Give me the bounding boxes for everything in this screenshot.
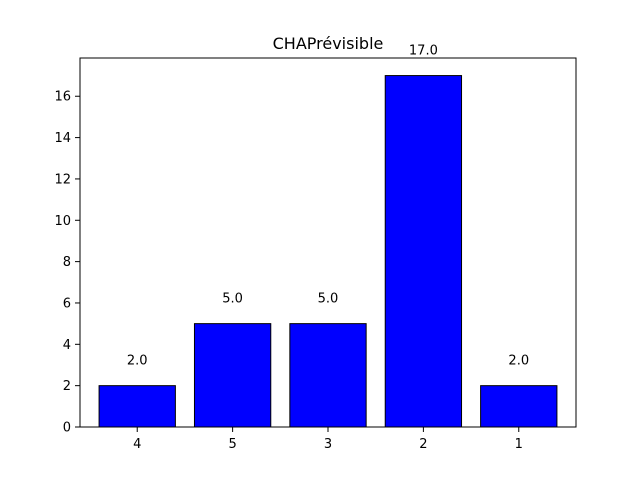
y-tick-label: 16 [54, 90, 71, 105]
bar [193, 323, 272, 428]
y-tick-label: 10 [54, 214, 71, 229]
data-label: 5.0 [222, 292, 243, 307]
data-label: 5.0 [318, 292, 339, 307]
x-tick-label: 5 [228, 437, 236, 452]
chart-title: CHAPrévisible [273, 34, 384, 53]
y-tick-label: 12 [54, 172, 71, 187]
data-label: 17.0 [409, 44, 438, 59]
bar [289, 323, 367, 428]
x-axis: 4 5 3 2 1 [133, 427, 523, 452]
x-tick-label: 1 [515, 437, 523, 452]
bar [384, 75, 463, 428]
y-tick-label: 0 [63, 421, 71, 436]
bar [98, 385, 176, 428]
y-tick-label: 14 [54, 131, 71, 146]
x-tick-label: 4 [133, 437, 141, 452]
y-tick-label: 2 [63, 379, 71, 394]
y-axis: 0 2 4 6 8 10 12 14 16 [54, 90, 80, 436]
x-tick-label: 3 [324, 437, 332, 452]
y-tick-label: 4 [63, 338, 71, 353]
bar [480, 385, 558, 428]
y-tick-label: 8 [63, 255, 71, 270]
plot-frame [79, 57, 577, 428]
data-label: 2.0 [127, 354, 148, 369]
x-tick-label: 2 [419, 437, 427, 452]
data-label: 2.0 [508, 354, 529, 369]
data-labels-group: 2.0 5.0 5.0 17.0 2.0 [127, 44, 529, 369]
bars-group [98, 75, 558, 428]
y-tick-label: 6 [63, 296, 71, 311]
